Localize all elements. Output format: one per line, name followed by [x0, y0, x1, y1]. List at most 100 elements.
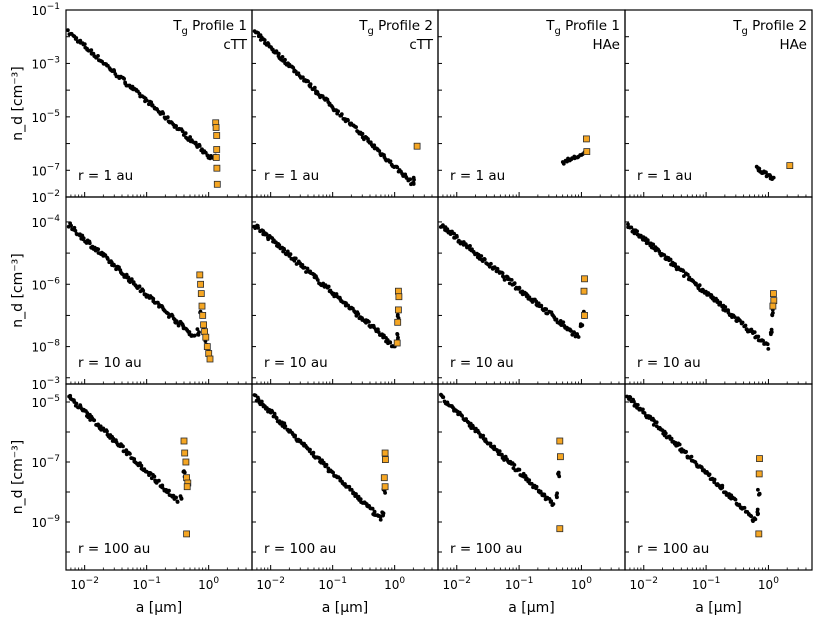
data-point [460, 414, 464, 418]
square-series [769, 290, 778, 310]
data-point [742, 505, 747, 510]
profile-title-rest: Profile 1 [561, 18, 620, 34]
data-point [740, 320, 745, 325]
data-point [358, 497, 363, 501]
data-point [72, 225, 77, 230]
x-tick-label-base: 10 [758, 578, 773, 592]
square-marker [182, 458, 190, 466]
x-tick-label-base: 10 [571, 578, 586, 592]
data-point [377, 149, 382, 153]
data-point [98, 424, 103, 429]
data-point [576, 335, 581, 339]
x-tick-label-base: 10 [256, 578, 271, 592]
data-point [707, 472, 712, 477]
x-tick-label-exponent: −2 [272, 576, 285, 586]
data-point [122, 76, 126, 81]
data-point [757, 166, 762, 171]
data-point [87, 241, 92, 246]
data-point [500, 271, 505, 275]
data-point [66, 28, 70, 33]
square-marker [583, 135, 590, 143]
square-marker [183, 483, 191, 491]
profile-title: Tg Profile 1 [172, 18, 247, 37]
profile-title-subscript: g [741, 26, 747, 37]
y-tick-label-base: 10 [31, 111, 46, 125]
square-series [393, 287, 403, 347]
dot-series [66, 221, 212, 357]
data-point [723, 305, 728, 309]
square-marker [413, 142, 421, 150]
dot-series [67, 393, 187, 504]
data-point [74, 36, 79, 40]
data-point [105, 257, 110, 261]
y-tick-label-base: 10 [31, 456, 46, 470]
panel-r2-c3: r = 100 au [624, 383, 813, 571]
data-point [517, 467, 522, 472]
data-point [301, 75, 305, 80]
data-point [338, 476, 343, 481]
data-point [764, 170, 768, 175]
data-point [73, 228, 78, 233]
data-point [712, 477, 717, 482]
data-point [197, 144, 202, 148]
x-tick-label-base: 10 [442, 578, 457, 592]
profile-title-subscript: g [367, 26, 373, 37]
data-point [92, 418, 97, 423]
profile-title-symbol: T [545, 18, 555, 34]
profile-title-subscript: g [554, 26, 560, 37]
x-tick-label: 100 [198, 576, 219, 592]
square-marker [381, 456, 389, 464]
x-tick-label: 10−1 [132, 576, 161, 592]
y-tick-label: 10−3 [31, 55, 60, 71]
data-point [381, 513, 385, 518]
radius-label: r = 1 au [264, 168, 319, 184]
data-point [262, 38, 267, 42]
data-point [651, 423, 656, 427]
y-tick-label-boundary-base: 10 [31, 191, 46, 205]
data-point [737, 502, 742, 507]
data-point [181, 469, 186, 474]
x-tick-label-exponent: 0 [586, 576, 592, 586]
panel-r1-c3: r = 10 au [624, 196, 813, 385]
data-point [266, 237, 271, 242]
square-marker [203, 343, 211, 351]
dot-series [625, 394, 762, 523]
data-point [539, 303, 544, 308]
data-point [544, 307, 549, 312]
data-point [411, 180, 416, 185]
data-point [732, 315, 737, 319]
profile-title-subscript: g [181, 26, 187, 37]
y-axis-title: n_d [cm⁻³] [10, 440, 26, 514]
data-point [632, 399, 636, 404]
square-marker [755, 470, 763, 478]
data-point [192, 333, 197, 338]
data-point [578, 322, 583, 327]
data-point [761, 338, 765, 343]
data-point [408, 177, 413, 182]
data-point [280, 55, 285, 59]
square-marker [394, 318, 402, 326]
y-tick-label-base: 10 [31, 516, 46, 530]
data-point [635, 403, 640, 407]
data-point [642, 411, 647, 415]
data-point [144, 98, 149, 103]
data-point [157, 478, 161, 483]
x-tick-label-exponent: −1 [707, 576, 720, 586]
data-point [441, 395, 446, 400]
square-marker [556, 437, 564, 445]
y-tick-label-base: 10 [31, 278, 46, 292]
data-point [527, 295, 532, 300]
square-marker [381, 449, 389, 457]
x-tick-label: 10−2 [629, 576, 658, 592]
data-point [354, 125, 358, 129]
data-point [502, 458, 506, 462]
data-point [482, 257, 487, 262]
data-point [277, 243, 282, 248]
data-point [769, 330, 774, 334]
data-point [326, 284, 331, 289]
data-point [354, 492, 358, 496]
y-tick-label: 10−4 [31, 214, 60, 230]
x-tick-label-exponent: 0 [213, 576, 219, 586]
